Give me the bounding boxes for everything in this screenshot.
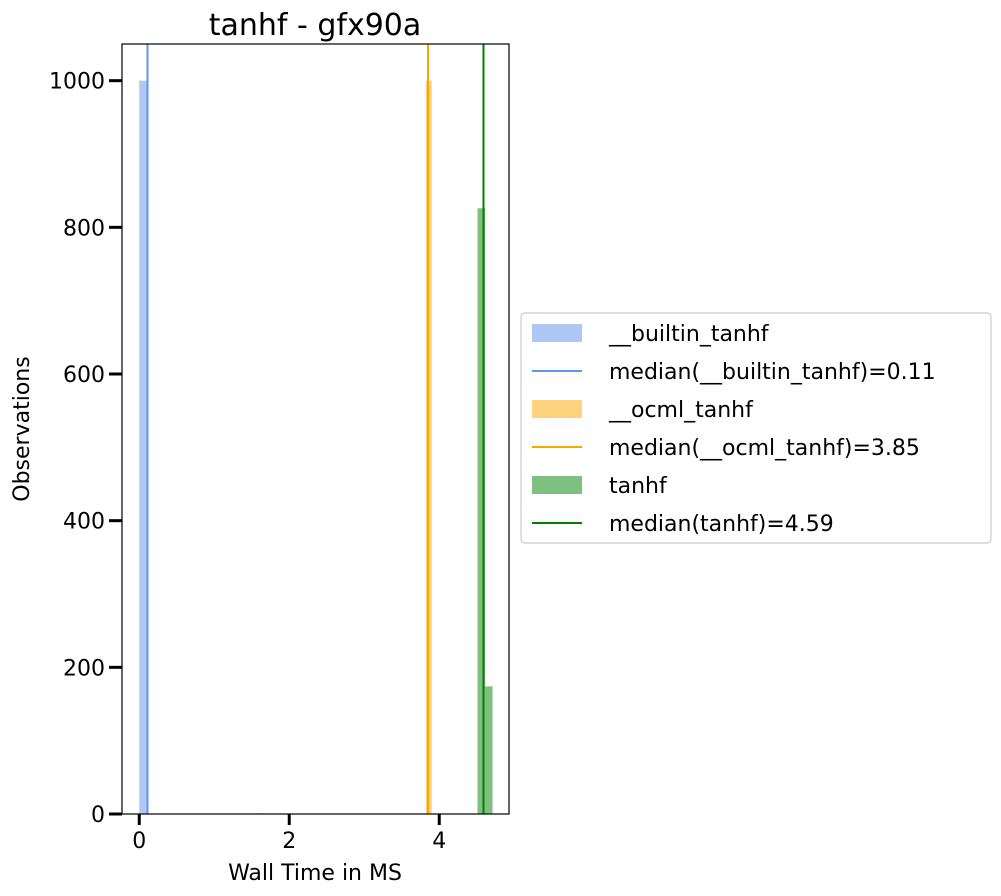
x-tick-label: 2 [282, 829, 296, 854]
y-axis-title: Observations [10, 356, 35, 501]
legend-swatch-ocmltanhf [532, 400, 582, 418]
y-tick-label: 800 [63, 216, 105, 241]
chart-title: tanhf - gfx90a [209, 8, 422, 43]
legend-swatch-tanhf [532, 476, 582, 494]
legend-label-ocmltanhf: __ocml_tanhf [608, 398, 754, 423]
legend-label-tanhf: tanhf [609, 474, 668, 499]
bar-tanhf-1 [485, 686, 493, 814]
y-tick-label: 600 [63, 363, 105, 388]
x-tick-label: 4 [432, 829, 446, 854]
histogram-bars [139, 80, 493, 814]
legend-label-builtintanhf: __builtin_tanhf [608, 322, 770, 347]
y-tick-label: 1000 [49, 70, 105, 95]
legend-label-median-tanhf: median(tanhf)=4.59 [609, 512, 834, 537]
y-tick-label: 0 [91, 803, 105, 828]
bar-tanhf-0 [477, 208, 485, 814]
x-axis: 0 2 4 [132, 814, 446, 854]
x-tick-label: 0 [132, 829, 146, 854]
x-axis-title: Wall Time in MS [228, 861, 402, 886]
median-lines [146, 44, 485, 814]
legend-swatch-builtintanhf [532, 324, 582, 342]
y-tick-label: 200 [63, 656, 105, 681]
legend-label-median-ocmltanhf: median(__ocml_tanhf)=3.85 [609, 436, 920, 461]
legend-items: __builtin_tanhf median(__builtin_tanhf)=0… [532, 322, 936, 537]
plot-frame [121, 43, 510, 815]
legend-label-median-builtintanhf: median(__builtin_tanhf)=0.11 [609, 360, 936, 385]
plot-area [121, 43, 510, 815]
bar-builtintanhf-0 [139, 80, 147, 814]
legend-frame [520, 312, 992, 544]
y-tick-label: 400 [63, 510, 105, 535]
legend: __builtin_tanhf median(__builtin_tanhf)=0… [520, 312, 992, 544]
y-axis: 0 200 400 600 800 1000 [49, 70, 122, 828]
